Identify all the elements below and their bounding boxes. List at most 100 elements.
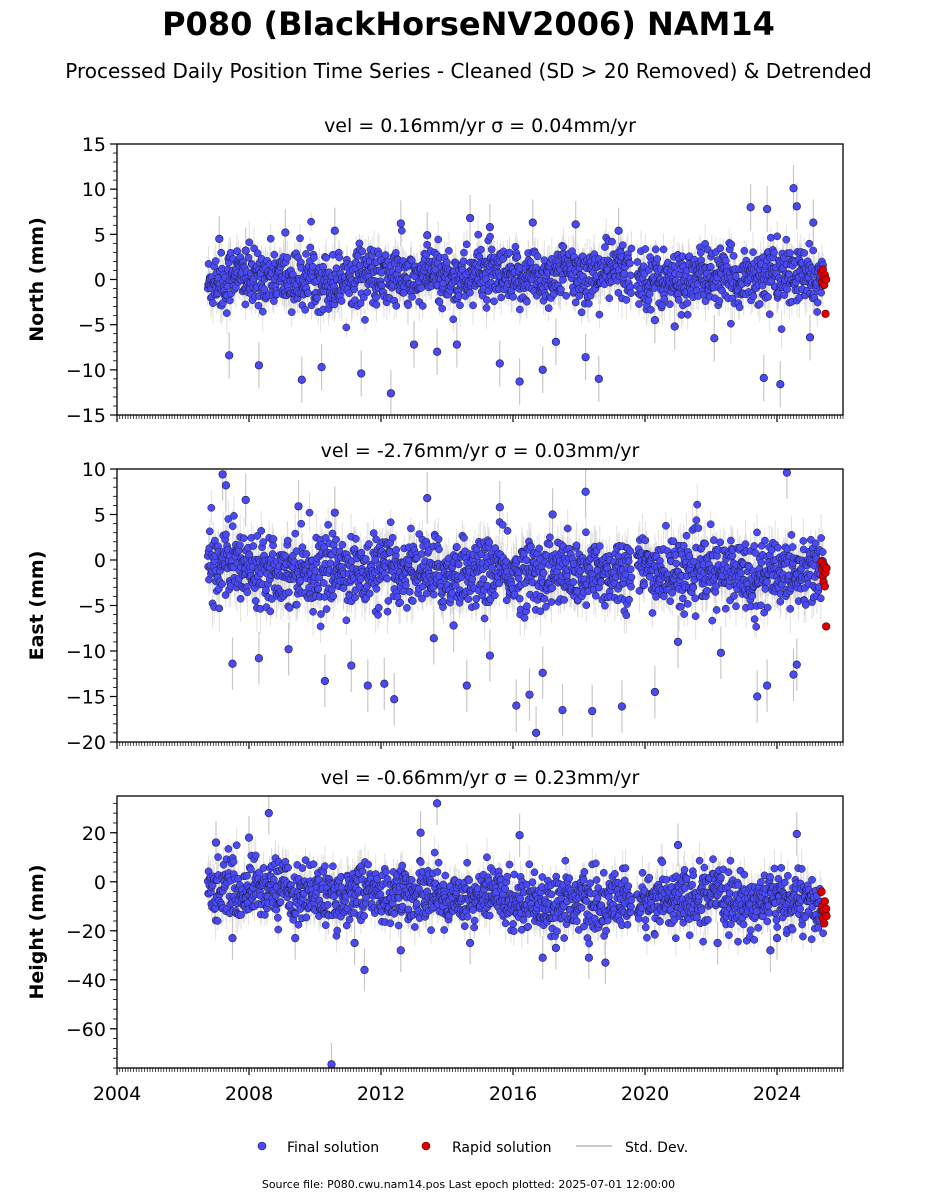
final-point (627, 289, 635, 297)
final-point (817, 288, 826, 297)
final-point (332, 264, 341, 273)
final-outlier-point (650, 316, 660, 325)
final-point (813, 308, 822, 316)
final-point (408, 293, 416, 301)
final-point (765, 310, 774, 319)
final-point (358, 247, 367, 256)
final-point (342, 323, 351, 332)
final-point (337, 297, 346, 305)
final-point (562, 291, 570, 300)
final-outlier-point (515, 377, 524, 386)
final-outlier-point (528, 218, 537, 227)
final-point (418, 302, 427, 310)
final-point (644, 296, 653, 305)
final-point (505, 248, 514, 257)
final-point (381, 251, 390, 259)
final-point (404, 301, 412, 310)
final-outlier-point (670, 322, 679, 331)
final-point (764, 293, 772, 301)
final-point (217, 248, 226, 257)
final-point (740, 246, 749, 255)
final-point (310, 253, 318, 262)
final-point (635, 300, 643, 308)
final-outlier-point (330, 226, 339, 235)
final-outlier-point (551, 337, 561, 346)
final-outlier-point (281, 228, 290, 237)
final-point (363, 288, 372, 296)
y-axis-label: North (mm) (26, 217, 48, 342)
final-point (577, 308, 586, 317)
final-point (716, 244, 725, 253)
final-point (222, 309, 231, 317)
final-point (443, 258, 451, 267)
final-point (622, 296, 631, 304)
final-point (515, 305, 524, 314)
final-point (770, 248, 778, 257)
final-point (626, 259, 634, 268)
final-point (731, 272, 740, 280)
final-point (557, 285, 565, 294)
final-point (653, 255, 662, 263)
final-outlier-point (710, 334, 719, 343)
panel-title: vel = 0.16mm/yr σ = 0.04mm/yr (324, 115, 636, 137)
final-point (727, 240, 736, 249)
final-outlier-point (409, 340, 419, 349)
final-point (696, 248, 705, 257)
final-outlier-point (789, 184, 798, 193)
final-point (241, 300, 250, 309)
final-outlier-point (495, 359, 504, 368)
y-tick-label: 10 (82, 179, 106, 201)
final-outlier-point (805, 333, 815, 342)
final-point (270, 250, 279, 259)
final-point (813, 298, 822, 307)
final-outlier-point (792, 202, 801, 211)
final-point (474, 230, 483, 239)
final-point (809, 246, 818, 255)
final-point (345, 289, 353, 298)
final-outlier-point (746, 203, 755, 212)
final-point (469, 301, 477, 310)
final-point (226, 296, 234, 305)
final-point (482, 304, 491, 312)
final-point (459, 257, 468, 266)
final-outlier-point (423, 231, 432, 240)
final-solution-points (203, 184, 827, 398)
final-point (805, 239, 814, 248)
final-point (727, 319, 735, 328)
final-point (301, 305, 310, 314)
final-point (645, 290, 654, 298)
final-point (749, 292, 758, 301)
final-point (423, 240, 431, 249)
panel-sigma: σ = 0.03mm/yr (495, 440, 640, 462)
y-tick-label: −15 (66, 405, 106, 427)
final-outlier-point (809, 218, 818, 227)
final-point (641, 245, 650, 253)
final-outlier-point (776, 380, 785, 389)
figure-title: P080 (BlackHorseNV2006) NAM14 (162, 5, 775, 43)
final-outlier-point (225, 351, 234, 360)
final-point (659, 245, 668, 254)
final-point (660, 295, 669, 303)
final-point (614, 288, 623, 297)
final-outlier-point (254, 361, 263, 370)
y-tick-label: −5 (78, 315, 106, 337)
final-point (209, 299, 217, 308)
y-tick-label: 5 (94, 224, 106, 246)
final-point (683, 310, 692, 319)
final-point (559, 275, 567, 284)
final-point (359, 293, 368, 302)
final-point (626, 271, 635, 280)
final-point (296, 234, 304, 243)
final-point (302, 250, 310, 258)
final-point (233, 247, 241, 256)
final-point (361, 316, 369, 324)
final-point (466, 288, 474, 297)
final-point (372, 300, 381, 309)
final-point (487, 245, 496, 254)
final-point (266, 234, 275, 243)
final-point (605, 294, 614, 303)
final-point (735, 303, 744, 312)
final-outlier-point (485, 223, 495, 232)
final-point (523, 297, 531, 306)
